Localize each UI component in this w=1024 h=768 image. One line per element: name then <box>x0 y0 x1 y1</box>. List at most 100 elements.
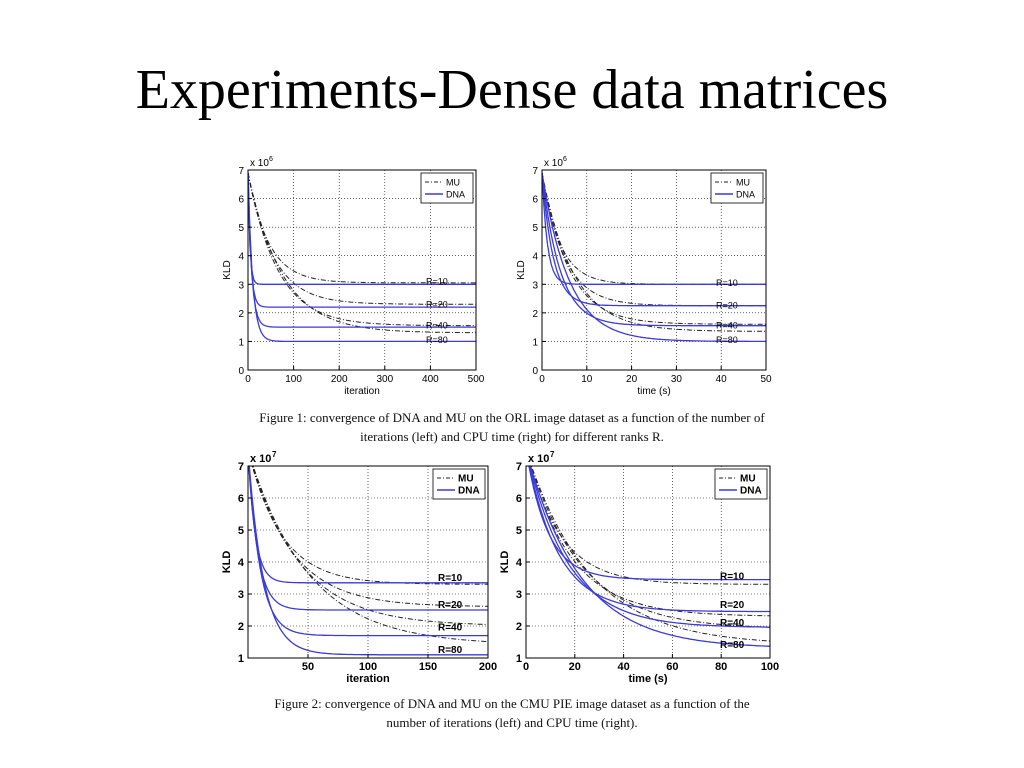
dna-curve-r20 <box>248 466 488 611</box>
mu-curve-r40 <box>530 466 770 628</box>
y-axis-label: KLD <box>221 551 233 574</box>
legend-label-dna: DNA <box>740 486 762 497</box>
rank-label: R=10 <box>438 573 463 584</box>
x-tick-label: 30 <box>671 374 683 385</box>
y-tick-label: 5 <box>516 525 522 537</box>
rank-label: R=20 <box>438 600 463 611</box>
x-tick-label: 0 <box>523 661 529 673</box>
y-tick-label: 4 <box>238 557 245 569</box>
y-scale-label: x 10 <box>250 158 269 169</box>
y-tick-label: 1 <box>238 337 244 348</box>
rank-label: R=80 <box>720 640 745 651</box>
x-axis-label: iteration <box>344 386 380 397</box>
rank-label: R=40 <box>438 623 463 634</box>
legend-label-mu: MU <box>736 178 750 188</box>
x-tick-label: 300 <box>376 374 393 385</box>
y-scale-label: x 10 <box>544 158 563 169</box>
dna-curve-r10 <box>542 172 766 285</box>
legend-label-mu: MU <box>740 474 756 485</box>
dna-curve-r80 <box>248 172 476 343</box>
legend-box <box>710 172 764 204</box>
mu-curve-r80 <box>542 172 766 332</box>
y-scale-label: x 10 <box>250 453 271 465</box>
x-tick-label: 40 <box>716 374 728 385</box>
dna-curve-r40 <box>248 172 476 328</box>
rank-label: R=20 <box>720 600 745 611</box>
dna-curve-r20 <box>542 172 766 307</box>
mu-curve-r80 <box>252 466 488 643</box>
figure2-caption-line2: number of iterations (left) and CPU time… <box>386 715 638 730</box>
mu-curve-r40 <box>248 172 476 327</box>
legend-label-dna: DNA <box>446 190 465 200</box>
x-tick-label: 100 <box>285 374 302 385</box>
y-tick-label: 7 <box>238 461 244 473</box>
y-tick-label: 5 <box>238 223 244 234</box>
y-tick-label: 3 <box>238 280 244 291</box>
dna-curve-r10 <box>248 466 488 584</box>
y-tick-label: 6 <box>238 493 244 505</box>
legend-box <box>714 468 768 500</box>
mu-curve-r10 <box>529 466 770 585</box>
rank-label: R=20 <box>716 301 738 311</box>
y-tick-label: 7 <box>532 166 538 177</box>
y-tick-label: 6 <box>238 195 244 206</box>
y-tick-label: 3 <box>238 589 244 601</box>
x-tick-label: 60 <box>666 661 678 673</box>
axes-frame <box>541 169 767 371</box>
rank-label: R=10 <box>426 276 448 286</box>
rank-label: R=40 <box>720 618 745 629</box>
legend-box <box>432 468 486 500</box>
x-tick-label: 0 <box>245 374 251 385</box>
y-scale-exponent: 7 <box>272 450 277 459</box>
dna-curve-r40 <box>542 172 766 327</box>
legend-label-mu: MU <box>458 474 474 485</box>
dna-curve-r20 <box>528 466 770 613</box>
rank-label: R=40 <box>716 321 738 331</box>
x-tick-label: 80 <box>715 661 727 673</box>
y-tick-label: 7 <box>516 461 522 473</box>
mu-curve-r10 <box>251 466 488 585</box>
y-scale-label: x 10 <box>528 453 549 465</box>
y-tick-label: 2 <box>238 309 244 320</box>
y-axis-label: KLD <box>516 260 527 279</box>
legend-box <box>420 172 474 204</box>
curves <box>542 172 766 343</box>
y-tick-label: 6 <box>532 195 538 206</box>
x-tick-label: 20 <box>626 374 638 385</box>
rank-label: R=80 <box>438 645 463 656</box>
y-tick-label: 0 <box>532 366 538 377</box>
mu-curve-r80 <box>530 466 770 642</box>
mu-curve-r40 <box>252 466 488 625</box>
x-axis-label: time (s) <box>637 386 670 397</box>
rank-label: R=80 <box>716 335 738 345</box>
curves <box>248 172 476 343</box>
axes-frame <box>247 169 477 371</box>
figure1-caption-line1: Figure 1: convergence of DNA and MU on t… <box>259 410 765 425</box>
figure1-caption: Figure 1: convergence of DNA and MU on t… <box>150 408 874 446</box>
y-tick-label: 4 <box>532 252 538 263</box>
y-tick-label: 5 <box>532 223 538 234</box>
y-scale-exponent: 7 <box>550 450 555 459</box>
x-tick-label: 200 <box>479 661 497 673</box>
x-tick-label: 100 <box>761 661 779 673</box>
x-tick-label: 50 <box>302 661 314 673</box>
y-tick-label: 3 <box>516 589 522 601</box>
x-tick-label: 20 <box>569 661 581 673</box>
mu-curve-r10 <box>248 172 476 284</box>
curves <box>528 466 770 647</box>
figure1-caption-line2: iterations (left) and CPU time (right) f… <box>360 429 664 444</box>
y-scale-exponent: 6 <box>563 156 567 163</box>
mu-curve-r40 <box>542 172 766 325</box>
legend-label-dna: DNA <box>736 190 755 200</box>
x-tick-label: 0 <box>539 374 545 385</box>
y-tick-label: 2 <box>516 621 522 633</box>
y-tick-label: 4 <box>516 557 523 569</box>
y-tick-label: 2 <box>238 621 244 633</box>
dna-curve-r20 <box>248 172 476 308</box>
y-scale-exponent: 6 <box>269 156 273 163</box>
y-axis-label: KLD <box>222 260 233 279</box>
rank-label: R=40 <box>426 321 448 331</box>
